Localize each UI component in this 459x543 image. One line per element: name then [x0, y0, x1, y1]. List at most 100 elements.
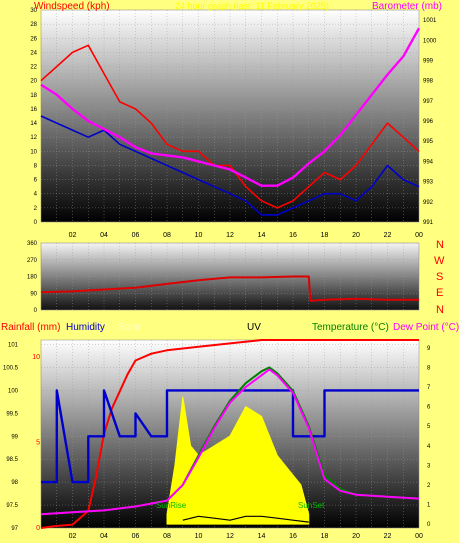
- baro-ytick-2: 993: [423, 180, 434, 186]
- wind-xtick-10: 22: [384, 232, 392, 239]
- hum-ytick-6: 100: [8, 388, 19, 394]
- baro-ytick-8: 999: [423, 58, 434, 64]
- temp-ytick-6: 6: [427, 405, 431, 411]
- barometer-label: Barometer (mb): [372, 1, 442, 12]
- baro-ytick-4: 995: [423, 139, 434, 145]
- baro-ytick-0: 991: [423, 220, 434, 226]
- series-dew-point: [40, 368, 420, 516]
- temp-ytick-5: 5: [427, 424, 431, 430]
- wind-ytick-12: 24: [30, 50, 37, 56]
- direction-letter-s: S: [436, 271, 443, 283]
- rain-xtick-2: 06: [132, 533, 140, 540]
- direction-letter-n-top: N: [436, 239, 444, 251]
- wind-xtick-9: 20: [352, 232, 360, 239]
- hum-ytick-2: 98: [11, 480, 18, 486]
- direction-letter-e: E: [436, 287, 443, 299]
- sunrise-label: SunRise: [156, 501, 187, 510]
- wind-xtick-6: 14: [258, 232, 266, 239]
- series-direction: [40, 275, 419, 302]
- series-solar: [166, 396, 310, 525]
- direction-letters: N W S E N: [434, 239, 445, 316]
- wind-ytick-2: 4: [34, 192, 38, 198]
- series-windspeed: [40, 44, 420, 209]
- wind-ytick-5: 10: [30, 149, 37, 155]
- rain-ytick-2: 10: [32, 354, 40, 361]
- rain-xtick-4: 10: [195, 533, 203, 540]
- rain-ticks: 05109797.59898.59999.5100100.51010123456…: [3, 343, 431, 540]
- temp-ytick-4: 4: [427, 444, 431, 450]
- rainfall-label: Rainfall (mm): [1, 322, 60, 333]
- dir-ytick-4: 360: [27, 241, 38, 247]
- wind-xtick-0: 02: [69, 232, 77, 239]
- wind-xtick-7: 16: [289, 232, 297, 239]
- wind-xtick-4: 10: [195, 232, 203, 239]
- wind-ytick-4: 8: [34, 163, 38, 169]
- rain-xtick-10: 22: [384, 533, 392, 540]
- rain-xtick-8: 18: [321, 533, 329, 540]
- wind-ytick-10: 20: [30, 79, 37, 85]
- uv-label: UV: [247, 322, 261, 333]
- wind-ytick-13: 26: [30, 36, 37, 42]
- temp-ytick-8: 8: [427, 365, 431, 371]
- wind-xtick-5: 12: [226, 232, 234, 239]
- rain-ytick-0: 0: [36, 525, 40, 532]
- rain-series: [40, 339, 420, 529]
- direction-series: [40, 275, 419, 302]
- rain-xtick-7: 16: [289, 533, 297, 540]
- sunset-label: SunSet: [298, 501, 325, 510]
- hum-ytick-7: 100.5: [3, 366, 19, 372]
- rain-ytick-1: 5: [36, 440, 40, 447]
- wind-xtick-11: 00: [415, 232, 423, 239]
- wind-xtick-8: 18: [321, 232, 329, 239]
- graph-title: 24 hour graph (last: 11 February 2025): [175, 1, 329, 11]
- solar-label: Solar: [118, 322, 142, 333]
- rain-xtick-1: 04: [100, 533, 108, 540]
- temp-ytick-7: 7: [427, 385, 431, 391]
- hum-ytick-3: 98.5: [6, 457, 18, 463]
- wind-series: [40, 27, 421, 216]
- wind-ytick-1: 2: [34, 206, 38, 212]
- wind-ytick-14: 28: [30, 22, 37, 28]
- wind-ytick-7: 14: [30, 121, 37, 127]
- rain-xtick-9: 20: [352, 533, 360, 540]
- baro-ytick-10: 1001: [423, 18, 437, 24]
- direction-letter-n-bottom: N: [436, 304, 444, 316]
- rain-xtick-5: 12: [226, 533, 234, 540]
- wind-ytick-8: 16: [30, 107, 37, 113]
- wind-xtick-2: 06: [132, 232, 140, 239]
- hum-ytick-5: 99.5: [6, 411, 18, 417]
- baro-ytick-9: 1000: [423, 38, 437, 44]
- wind-ytick-0: 0: [34, 220, 38, 226]
- series-uv: [182, 515, 309, 523]
- wind-grid: [41, 9, 419, 223]
- series-rainfall: [40, 339, 419, 529]
- baro-ytick-3: 994: [423, 159, 434, 165]
- wind-xtick-3: 08: [163, 232, 171, 239]
- dir-ytick-3: 270: [27, 258, 38, 264]
- wind-ytick-6: 12: [30, 135, 37, 141]
- dir-ytick-0: 0: [34, 308, 38, 314]
- hum-ytick-0: 97: [11, 526, 18, 532]
- temperature-label: Temperature (°C): [312, 322, 389, 333]
- baro-ytick-5: 996: [423, 119, 434, 125]
- series-barometer: [40, 27, 421, 187]
- temp-ytick-2: 2: [427, 483, 431, 489]
- temp-ytick-3: 3: [427, 463, 431, 469]
- wind-xtick-1: 04: [100, 232, 108, 239]
- temp-ytick-1: 1: [427, 503, 431, 509]
- hum-ytick-8: 101: [8, 343, 19, 349]
- direction-letter-w: W: [434, 255, 445, 267]
- baro-ytick-7: 998: [423, 79, 434, 85]
- dewpoint-label: Dew Point (°C): [393, 322, 459, 333]
- rain-xtick-11: 00: [415, 533, 423, 540]
- baro-ytick-1: 992: [423, 200, 434, 206]
- series-humidity: [41, 389, 419, 484]
- baro-ytick-6: 997: [423, 99, 434, 105]
- temp-ytick-0: 0: [427, 522, 431, 528]
- rain-xtick-6: 14: [258, 533, 266, 540]
- rain-xtick-3: 08: [163, 533, 171, 540]
- temp-ytick-9: 9: [427, 346, 431, 352]
- wind-ytick-9: 18: [30, 93, 37, 99]
- dir-ytick-2: 180: [27, 275, 38, 281]
